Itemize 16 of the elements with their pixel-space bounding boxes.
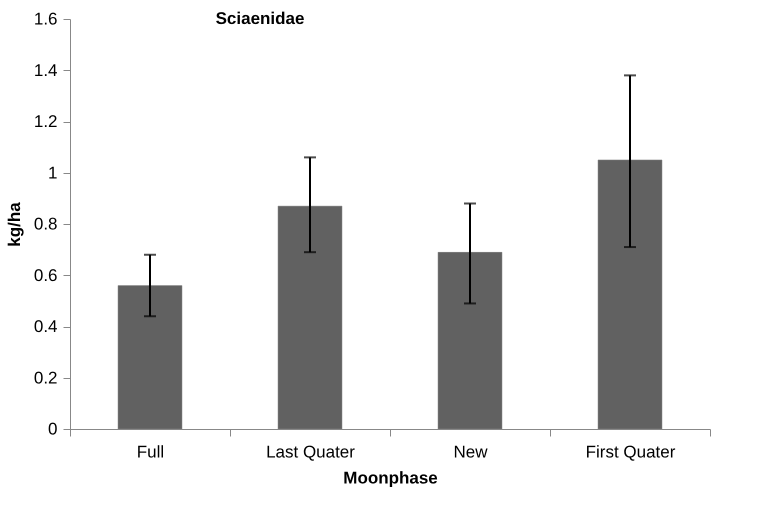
y-tick-label: 0.6 [34, 266, 58, 285]
x-tick-label: New [453, 442, 488, 462]
y-tick-label: 0.8 [34, 214, 58, 234]
y-axis-title: kg/ha [4, 202, 24, 247]
x-tick-label: Last Quater [266, 442, 356, 462]
y-tick-label: 1.6 [34, 10, 58, 28]
y-tick-label: 0 [48, 420, 58, 438]
y-tick-label: 0.2 [34, 368, 58, 388]
chart-title: Sciaenidae [216, 9, 304, 28]
y-tick-label: 1.2 [34, 112, 58, 131]
x-axis-title: Moonphase [343, 468, 438, 488]
x-tick-label: First Quater [586, 442, 676, 462]
y-tick-label: 0.4 [34, 317, 58, 336]
x-tick-label: Full [136, 442, 164, 462]
y-tick-label: 1 [48, 163, 58, 182]
y-tick-label: 1.4 [34, 60, 58, 80]
